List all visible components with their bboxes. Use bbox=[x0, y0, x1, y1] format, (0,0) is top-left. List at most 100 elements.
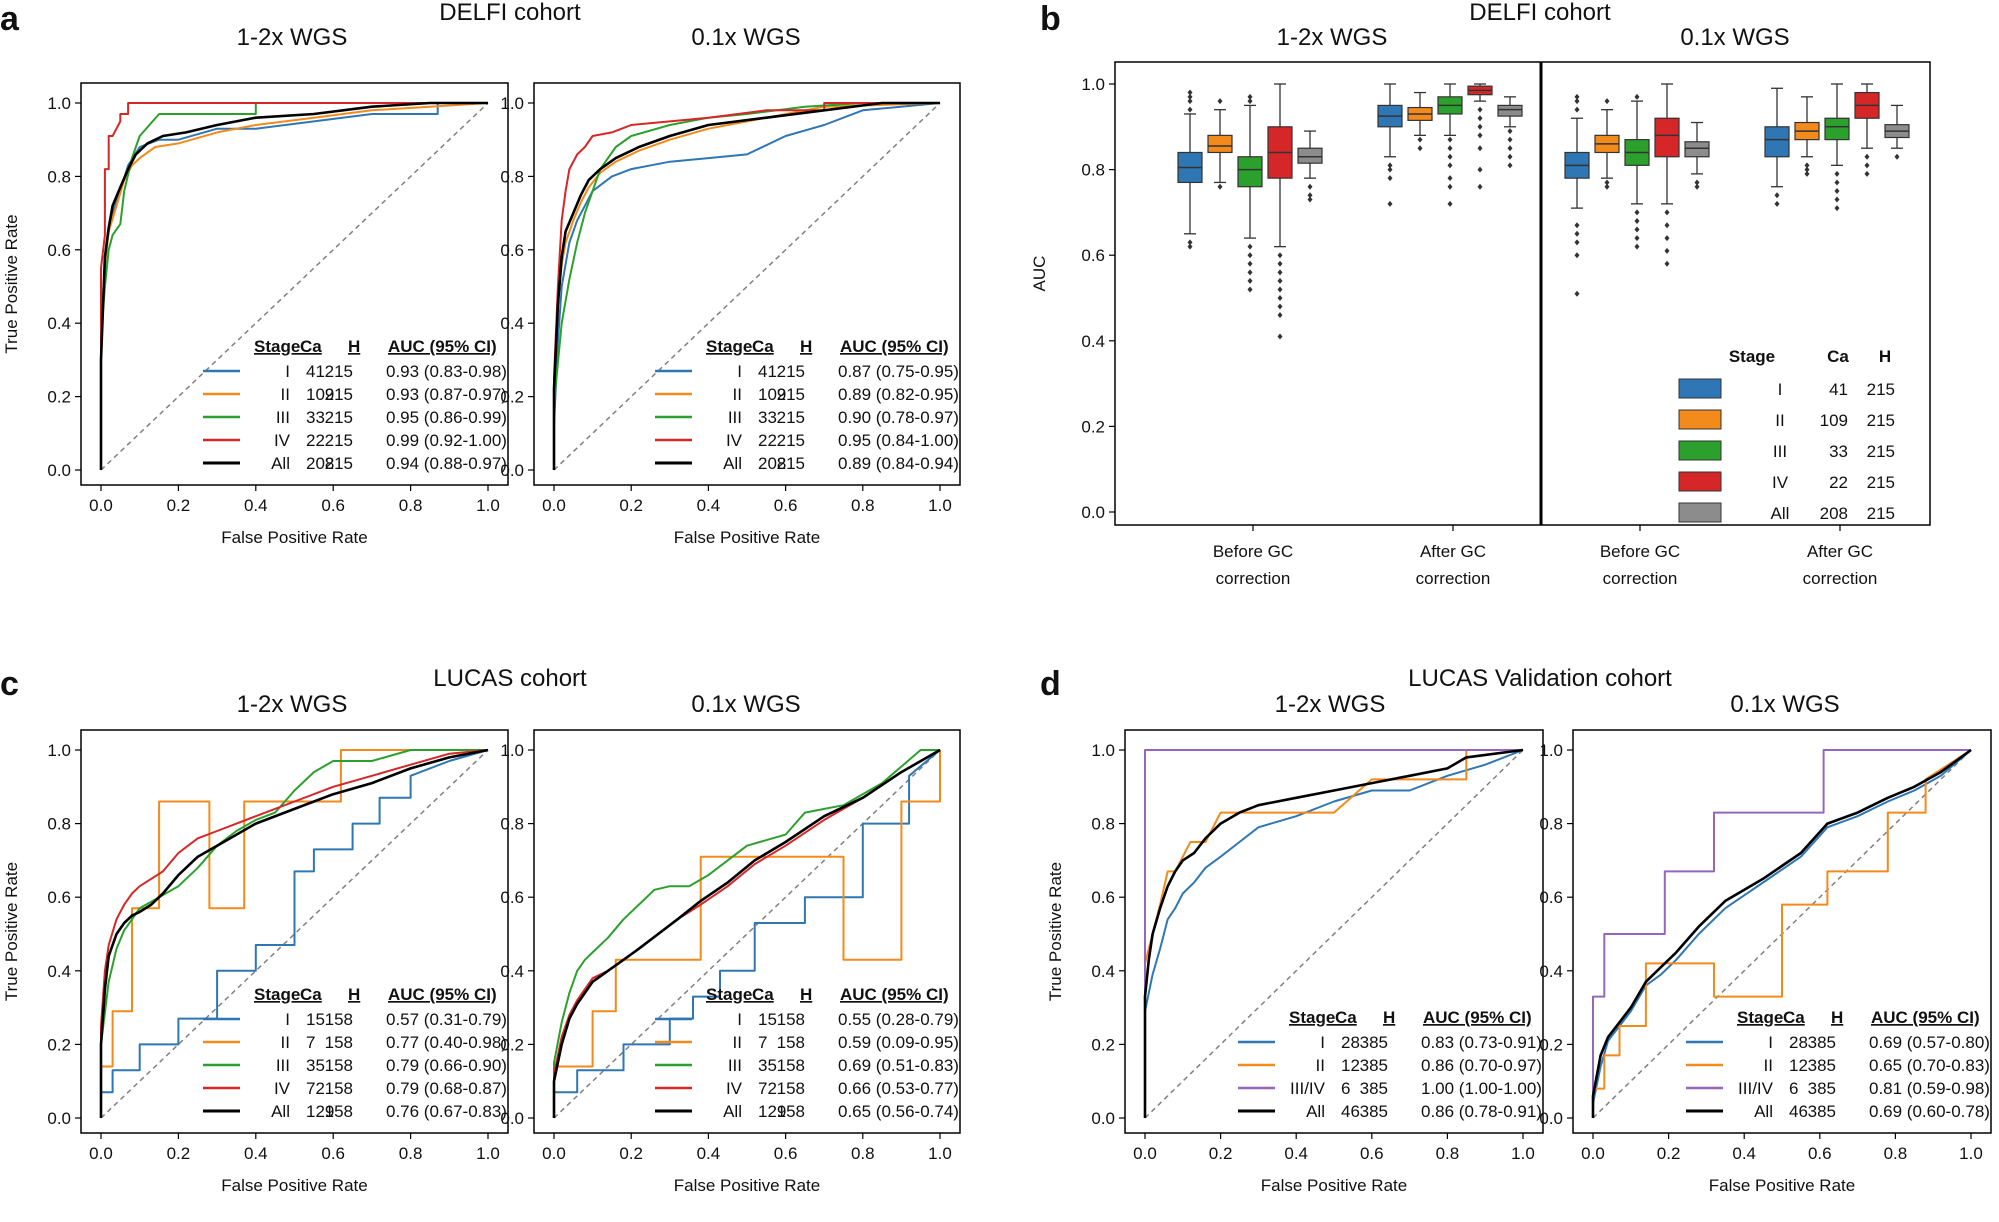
legend-auc: 0.69 (0.51-0.83) bbox=[838, 1056, 959, 1075]
outlier-point bbox=[1277, 295, 1283, 301]
box-stage-all bbox=[1497, 96, 1523, 169]
legend-h: 385 bbox=[1360, 1056, 1388, 1075]
x-axis-label: False Positive Rate bbox=[674, 528, 820, 547]
panel-letter-a: a bbox=[0, 0, 20, 38]
legend-h: 158 bbox=[325, 1079, 353, 1098]
outlier-point bbox=[1447, 162, 1453, 169]
y-tick-label: 0.2 bbox=[1081, 417, 1105, 436]
x-tick-label: 0.4 bbox=[1284, 1144, 1308, 1163]
x-tick-label: 0.8 bbox=[851, 1144, 875, 1163]
box-stage-ii bbox=[1594, 98, 1620, 190]
outlier-point bbox=[1387, 175, 1393, 182]
y-tick-label: 0.4 bbox=[47, 962, 71, 981]
legend-ca: 22 bbox=[758, 431, 777, 450]
legend-header-ca: Ca bbox=[1827, 347, 1849, 366]
outlier-point bbox=[1247, 269, 1253, 276]
y-tick-label: 1.0 bbox=[47, 94, 71, 113]
x-tick-label: 0.0 bbox=[542, 496, 566, 515]
y-tick-label: 1.0 bbox=[500, 741, 524, 760]
outlier-point bbox=[1247, 260, 1253, 267]
y-tick-label: 0.0 bbox=[500, 1109, 524, 1128]
x-tick-label: 0.8 bbox=[399, 1144, 423, 1163]
x-tick-label: 0.4 bbox=[697, 1144, 721, 1163]
outlier-point bbox=[1574, 93, 1580, 100]
legend-ca: 129 bbox=[306, 1102, 334, 1121]
legend-stage: All bbox=[1771, 504, 1790, 523]
x-tick-label: 0.8 bbox=[399, 496, 423, 515]
y-tick-label: 0.2 bbox=[47, 388, 71, 407]
outlier-point bbox=[1694, 179, 1700, 186]
legend-auc: 0.93 (0.83-0.98) bbox=[386, 362, 507, 381]
legend-auc: 0.95 (0.84-1.00) bbox=[838, 431, 959, 450]
legend-ca: 28 bbox=[1789, 1033, 1808, 1052]
roc-line-stage-iv bbox=[100, 749, 489, 1118]
roc-line-stage-i bbox=[553, 749, 941, 1118]
legend-stage: III bbox=[276, 408, 290, 427]
legend-header-h: H bbox=[348, 337, 360, 356]
roc-line-stage-iiiiv bbox=[1592, 749, 1971, 1118]
outlier-point bbox=[1774, 192, 1780, 199]
outlier-point bbox=[1247, 277, 1253, 284]
x-axis-label: False Positive Rate bbox=[1261, 1176, 1407, 1195]
outlier-point bbox=[1217, 183, 1223, 190]
outlier-point bbox=[1664, 247, 1670, 254]
legend-ca: 12 bbox=[1789, 1056, 1808, 1075]
y-tick-label: 0.0 bbox=[1539, 1109, 1563, 1128]
y-tick-label: 0.8 bbox=[47, 167, 71, 186]
roc-line-stage-i bbox=[1592, 749, 1972, 1118]
x-tick-label: 0.0 bbox=[1581, 1144, 1605, 1163]
outlier-point bbox=[1307, 183, 1313, 190]
y-tick-label: 0.6 bbox=[1539, 888, 1563, 907]
x-tick-label: 0.6 bbox=[1360, 1144, 1384, 1163]
legend-h: 158 bbox=[325, 1056, 353, 1075]
panel-letter-b: b bbox=[1040, 0, 1061, 38]
x-tick-label: 0.2 bbox=[167, 1144, 191, 1163]
legend-header-stage: Stage bbox=[1737, 1008, 1783, 1027]
x-tick-label: 1.0 bbox=[476, 496, 500, 515]
outlier-point bbox=[1447, 145, 1453, 152]
legend-header-stage: Stage bbox=[254, 337, 300, 356]
y-tick-label: 0.6 bbox=[1091, 888, 1115, 907]
legend-swatch bbox=[1678, 471, 1722, 492]
x-tick-label: correction bbox=[1216, 569, 1291, 588]
x-tick-label: 0.2 bbox=[619, 1144, 643, 1163]
legend-stage: I bbox=[737, 1010, 742, 1029]
box-stage-ii bbox=[1794, 96, 1820, 177]
legend-auc: 0.66 (0.53-0.77) bbox=[838, 1079, 959, 1098]
outlier-point bbox=[1417, 145, 1423, 152]
y-tick-label: 1.0 bbox=[47, 741, 71, 760]
legend-header-stage: Stage bbox=[706, 337, 752, 356]
outlier-point bbox=[1507, 162, 1513, 169]
outlier-point bbox=[1387, 200, 1393, 207]
outlier-point bbox=[1834, 188, 1840, 194]
legend-auc: 0.65 (0.70-0.83) bbox=[1869, 1056, 1990, 1075]
outlier-point bbox=[1634, 226, 1640, 233]
legend-ca: 46 bbox=[1341, 1102, 1360, 1121]
legend-header-h: H bbox=[1831, 1008, 1843, 1027]
outlier-point bbox=[1447, 136, 1453, 143]
legend-h: 385 bbox=[1808, 1056, 1836, 1075]
x-tick-label: 0.4 bbox=[1732, 1144, 1756, 1163]
legend-header-auc: AUC (95% CI) bbox=[840, 985, 949, 1004]
legend-ca: 15 bbox=[306, 1010, 325, 1029]
legend-stage: III bbox=[728, 1056, 742, 1075]
legend-ca: 129 bbox=[758, 1102, 786, 1121]
legend-header-h: H bbox=[1383, 1008, 1395, 1027]
box-stage-i bbox=[1177, 89, 1203, 250]
legend-h: 158 bbox=[777, 1079, 805, 1098]
x-tick-label: 1.0 bbox=[1511, 1144, 1535, 1163]
y-tick-label: 0.4 bbox=[1081, 332, 1105, 351]
roc-chart-c1: 0.0 0.2 0.4 0.6 0.8 1.0 0.0 0.2 0.4 0.6 0.8 1.0 Fals… bbox=[2, 729, 509, 1195]
box-stage-i bbox=[1764, 87, 1790, 207]
legend-auc: 0.79 (0.66-0.90) bbox=[386, 1056, 507, 1075]
box-stage-iii bbox=[1237, 93, 1263, 293]
y-tick-label: 1.0 bbox=[500, 94, 524, 113]
legend-auc: 0.99 (0.92-1.00) bbox=[386, 431, 507, 450]
y-tick-label: 1.0 bbox=[1539, 741, 1563, 760]
outlier-point bbox=[1604, 98, 1610, 105]
box-stage-iii bbox=[1624, 93, 1650, 250]
outlier-point bbox=[1774, 200, 1780, 207]
panel-d-subtitle-1: 1-2x WGS bbox=[1275, 691, 1386, 718]
y-tick-label: 0.2 bbox=[500, 388, 524, 407]
